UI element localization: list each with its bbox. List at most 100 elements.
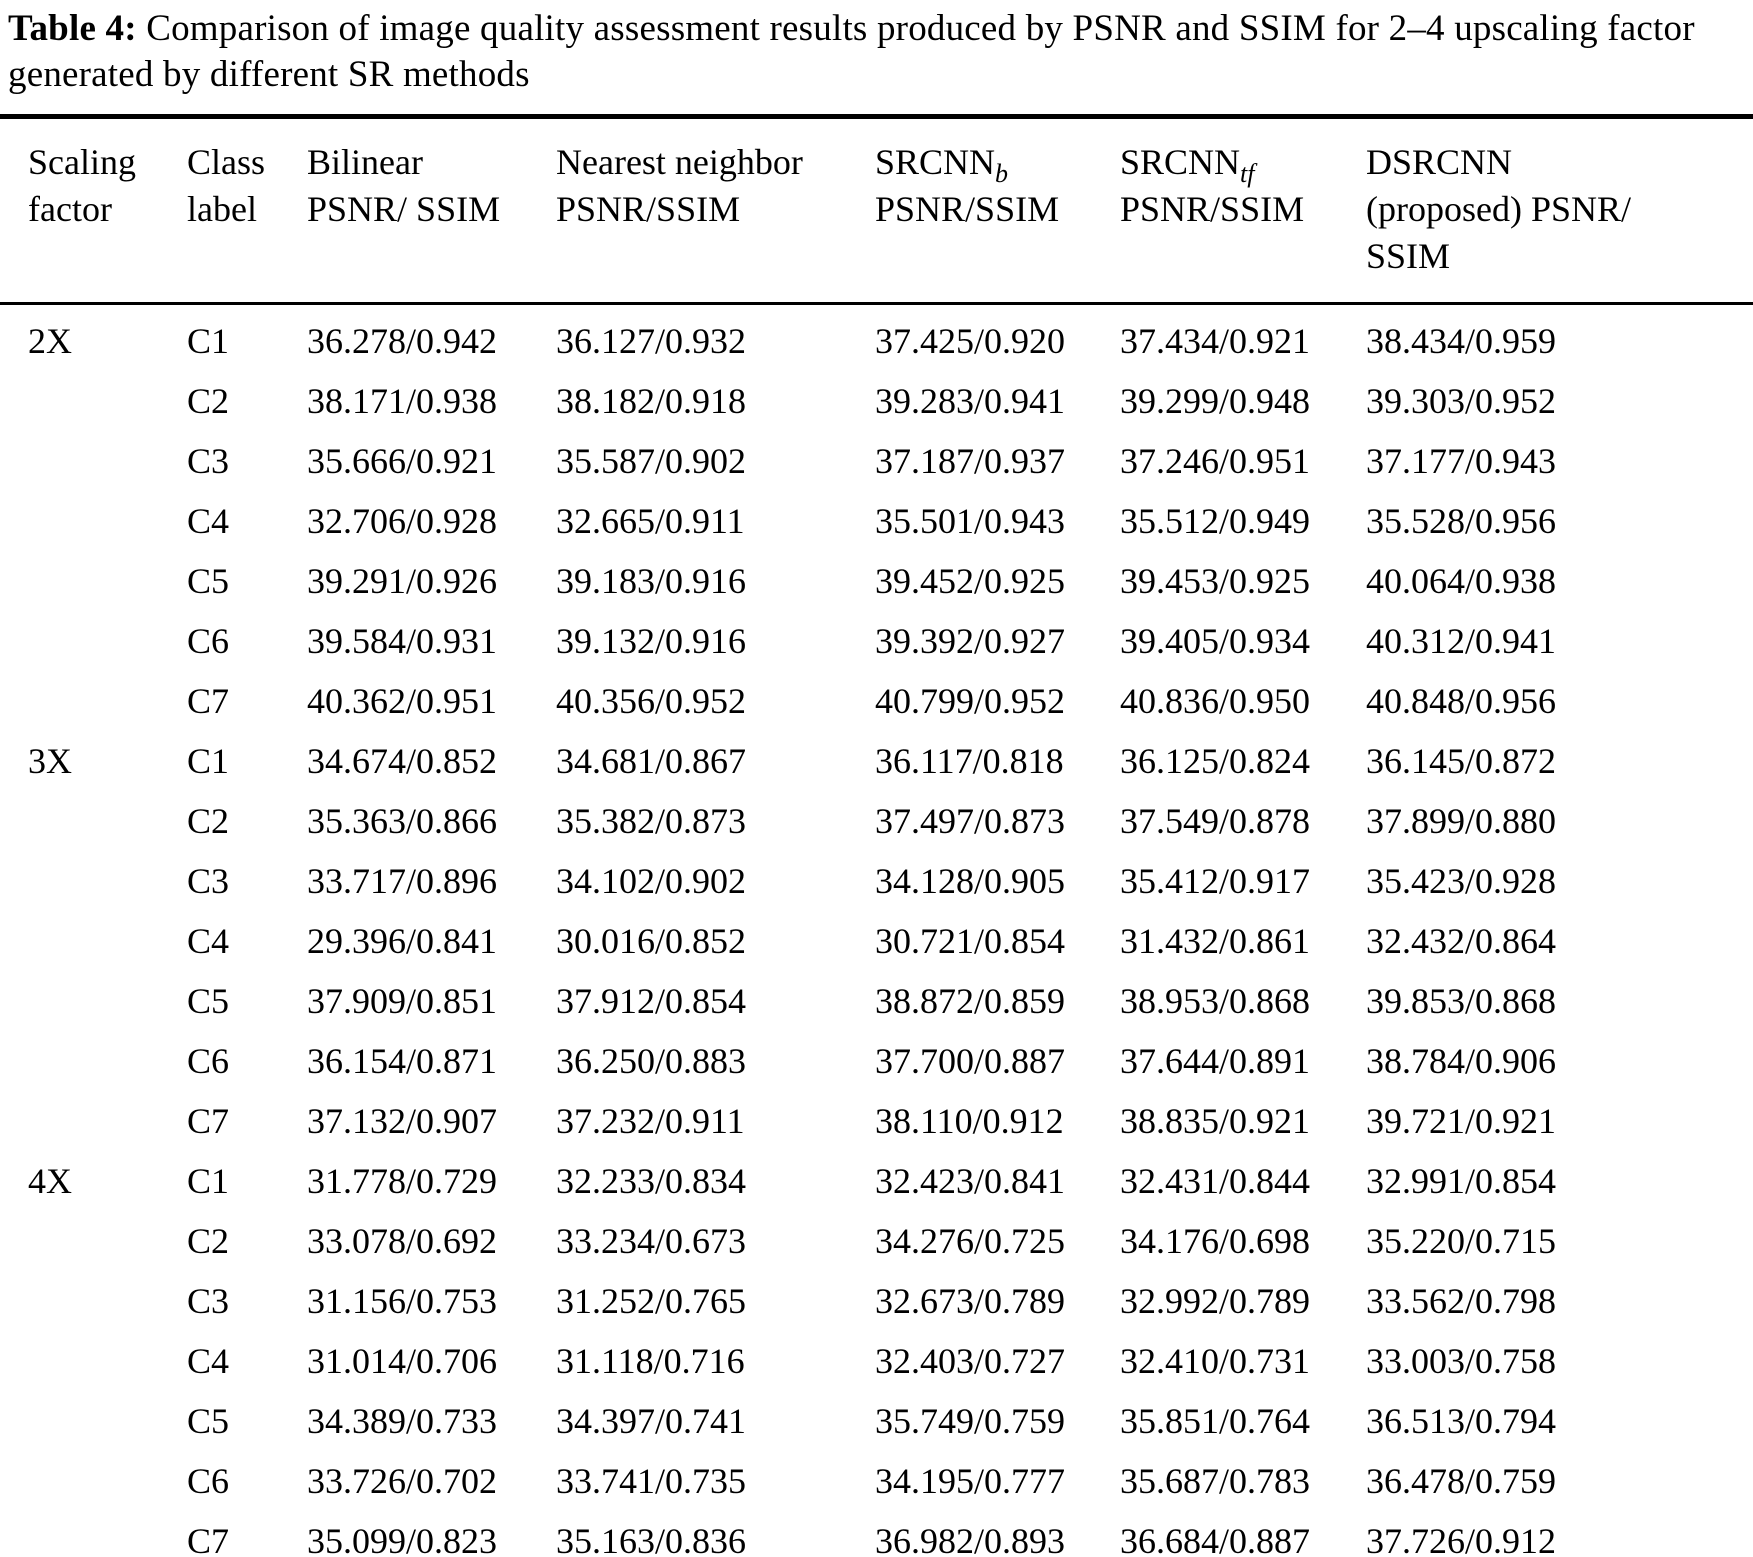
table-row: C3 31.156/0.753 31.252/0.765 32.673/0.78… [0,1271,1753,1331]
value-cell: 38.784/0.906 [1366,1041,1557,1081]
class-label-cell: C2 [187,1221,230,1261]
header-class-label: Class label [187,116,307,305]
table-row: C3 33.717/0.896 34.102/0.902 34.128/0.90… [0,851,1753,911]
table-row: C3 35.666/0.921 35.587/0.902 37.187/0.93… [0,431,1753,491]
value-cell: 39.453/0.925 [1120,561,1311,601]
class-label-cell: C1 [187,1161,230,1201]
value-cell: 40.848/0.956 [1366,681,1557,721]
class-label-cell: C4 [187,1341,230,1381]
class-label-cell: C1 [187,741,230,781]
value-cell: 33.003/0.758 [1366,1341,1557,1381]
value-cell: 37.909/0.851 [307,981,498,1021]
value-cell: 31.118/0.716 [556,1341,745,1381]
value-cell: 37.726/0.912 [1366,1521,1557,1557]
class-label-cell: C3 [187,441,230,481]
value-cell: 32.706/0.928 [307,501,498,541]
value-cell: 32.432/0.864 [1366,921,1557,961]
scaling-factor-cell [0,1451,187,1511]
table-caption-label: Table 4: [8,8,137,49]
value-cell: 34.674/0.852 [307,741,498,781]
value-cell: 38.182/0.918 [556,381,747,421]
table-caption-text: Comparison of image quality assessment r… [8,8,1695,95]
class-label-cell: C6 [187,1461,230,1501]
value-cell: 34.102/0.902 [556,861,747,901]
table-body: 2X C1 36.278/0.942 36.127/0.932 37.425/0… [0,304,1753,1557]
value-cell: 32.403/0.727 [875,1341,1066,1381]
value-cell: 32.673/0.789 [875,1281,1066,1321]
value-cell: 38.953/0.868 [1120,981,1311,1021]
value-cell: 37.434/0.921 [1120,321,1311,361]
scaling-factor-cell [0,851,187,911]
value-cell: 31.432/0.861 [1120,921,1311,961]
table-row: C7 37.132/0.907 37.232/0.911 38.110/0.91… [0,1091,1753,1151]
value-cell: 39.283/0.941 [875,381,1066,421]
value-cell: 37.549/0.878 [1120,801,1311,841]
class-label-cell: C5 [187,561,230,601]
value-cell: 36.117/0.818 [875,741,1064,781]
scaling-factor-cell [0,1091,187,1151]
scaling-factor-cell [0,911,187,971]
value-cell: 38.835/0.921 [1120,1101,1311,1141]
scaling-factor-cell [0,371,187,431]
value-cell: 40.836/0.950 [1120,681,1311,721]
value-cell: 39.183/0.916 [556,561,747,601]
header-nearest-neighbor: Nearest neighbor PSNR/SSIM [556,116,875,305]
value-cell: 38.872/0.859 [875,981,1066,1021]
value-cell: 39.853/0.868 [1366,981,1557,1021]
scaling-factor-cell [0,491,187,551]
value-cell: 37.912/0.854 [556,981,747,1021]
value-cell: 32.991/0.854 [1366,1161,1557,1201]
value-cell: 33.726/0.702 [307,1461,498,1501]
value-cell: 38.110/0.912 [875,1101,1064,1141]
value-cell: 34.128/0.905 [875,861,1066,901]
value-cell: 35.512/0.949 [1120,501,1311,541]
value-cell: 30.721/0.854 [875,921,1066,961]
value-cell: 37.497/0.873 [875,801,1066,841]
value-cell: 33.562/0.798 [1366,1281,1557,1321]
value-cell: 37.425/0.920 [875,321,1066,361]
value-cell: 35.587/0.902 [556,441,747,481]
table-row: C4 32.706/0.928 32.665/0.911 35.501/0.94… [0,491,1753,551]
value-cell: 36.278/0.942 [307,321,498,361]
table-row: C2 35.363/0.866 35.382/0.873 37.497/0.87… [0,791,1753,851]
value-cell: 32.431/0.844 [1120,1161,1311,1201]
scaling-factor-cell [0,1511,187,1557]
value-cell: 31.156/0.753 [307,1281,498,1321]
results-table: Scaling factor Class label Bilinear PSNR… [0,114,1753,1557]
class-label-cell: C4 [187,921,230,961]
value-cell: 37.246/0.951 [1120,441,1311,481]
value-cell: 40.312/0.941 [1366,621,1557,661]
value-cell: 37.132/0.907 [307,1101,498,1141]
scaling-factor-cell [0,971,187,1031]
value-cell: 35.749/0.759 [875,1401,1066,1441]
table-row: C6 36.154/0.871 36.250/0.883 37.700/0.88… [0,1031,1753,1091]
value-cell: 35.687/0.783 [1120,1461,1311,1501]
scaling-factor-cell [0,1331,187,1391]
value-cell: 30.016/0.852 [556,921,747,961]
value-cell: 32.410/0.731 [1120,1341,1311,1381]
value-cell: 39.299/0.948 [1120,381,1311,421]
value-cell: 32.665/0.911 [556,501,745,541]
value-cell: 35.528/0.956 [1366,501,1557,541]
scaling-factor-cell [0,611,187,671]
class-label-cell: C7 [187,681,230,721]
value-cell: 37.644/0.891 [1120,1041,1311,1081]
class-label-cell: C2 [187,801,230,841]
value-cell: 34.276/0.725 [875,1221,1066,1261]
header-row: Scaling factor Class label Bilinear PSNR… [0,116,1753,305]
scaling-factor-cell [0,1271,187,1331]
value-cell: 31.778/0.729 [307,1161,498,1201]
value-cell: 33.741/0.735 [556,1461,747,1501]
table-row: C7 35.099/0.823 35.163/0.836 36.982/0.89… [0,1511,1753,1557]
value-cell: 29.396/0.841 [307,921,498,961]
value-cell: 36.982/0.893 [875,1521,1066,1557]
value-cell: 40.356/0.952 [556,681,747,721]
value-cell: 34.389/0.733 [307,1401,498,1441]
table-row: C4 31.014/0.706 31.118/0.716 32.403/0.72… [0,1331,1753,1391]
scaling-factor-cell: 3X [28,741,72,781]
header-srcnn-b: SRCNNb PSNR/SSIM [875,116,1120,305]
table-row: 2X C1 36.278/0.942 36.127/0.932 37.425/0… [0,304,1753,372]
class-label-cell: C7 [187,1101,230,1141]
scaling-factor-cell [0,1391,187,1451]
value-cell: 39.452/0.925 [875,561,1066,601]
